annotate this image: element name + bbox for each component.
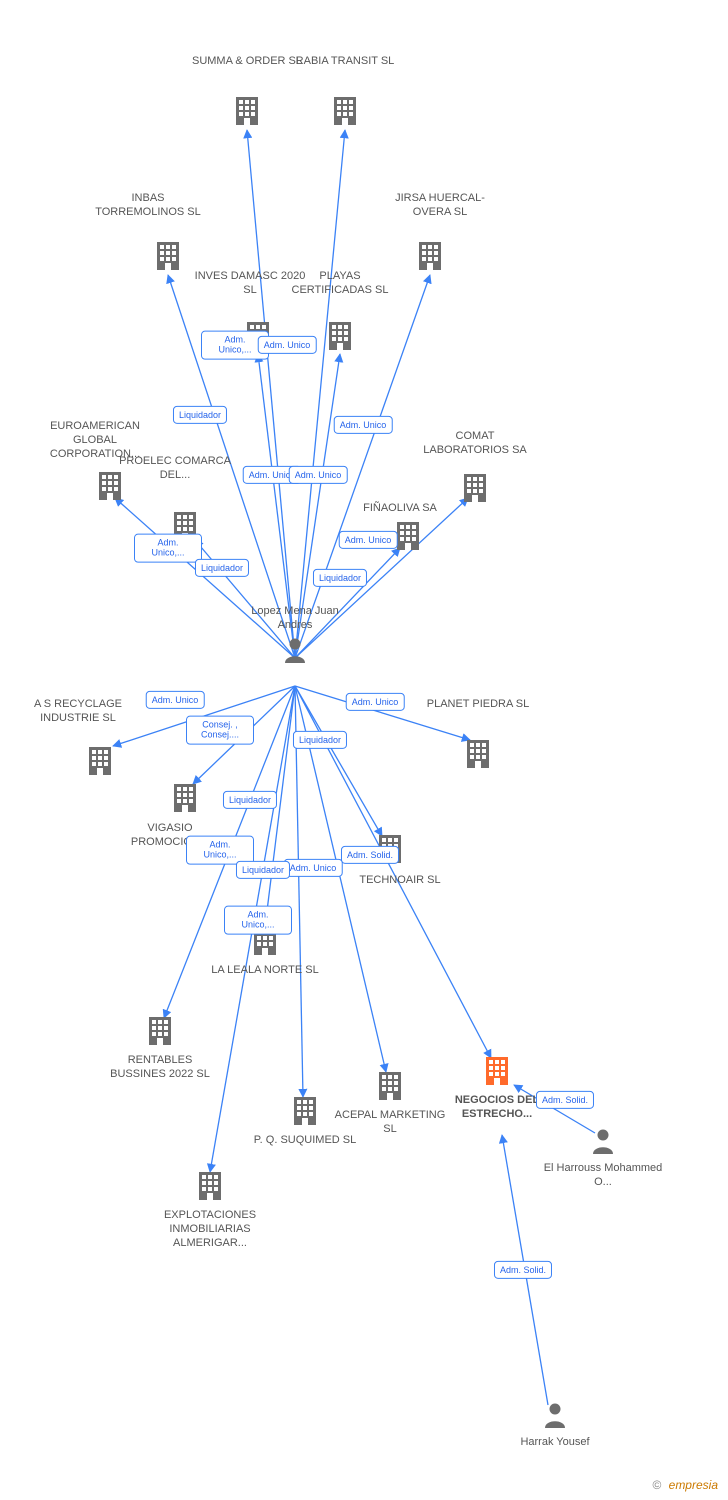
edge-line xyxy=(502,1135,548,1405)
node-label: PLAYAS CERTIFICADAS SL xyxy=(280,270,400,298)
node-label: El Harrouss Mohammed O... xyxy=(543,1162,663,1190)
building-icon[interactable] xyxy=(416,240,444,275)
building-icon[interactable] xyxy=(461,472,489,507)
company-node[interactable]: COMAT LABORATORIOS SA xyxy=(415,430,535,462)
edge-label: Consej. , Consej.... xyxy=(186,716,254,745)
edge-label: Liquidador xyxy=(195,559,249,577)
building-icon[interactable] xyxy=(171,782,199,817)
building-icon[interactable] xyxy=(244,320,272,355)
company-node[interactable]: El Harrouss Mohammed O... xyxy=(543,1158,663,1190)
edge-label: Adm. Unico xyxy=(284,859,343,877)
brand-name: empresia xyxy=(669,1478,718,1492)
building-icon[interactable] xyxy=(331,95,359,130)
company-node[interactable]: A S RECYCLAGE INDUSTRIE SL xyxy=(18,698,138,730)
company-node[interactable]: PLANET PIEDRA SL xyxy=(418,698,538,716)
building-icon[interactable] xyxy=(196,1170,224,1205)
company-node[interactable]: Harrak Yousef xyxy=(495,1432,615,1450)
edge-label: Liquidador xyxy=(223,791,277,809)
node-label: LA LEALA NORTE SL xyxy=(205,964,325,978)
edge-label: Adm. Unico xyxy=(334,416,393,434)
company-node[interactable]: VIGASIO PROMOCION... xyxy=(110,818,230,850)
edge-line xyxy=(193,686,295,784)
edge-line xyxy=(295,686,303,1097)
edge-label: Adm. Solid. xyxy=(494,1261,552,1279)
node-label: JIRSA HUERCAL-OVERA SL xyxy=(380,192,500,220)
company-node[interactable]: FIÑAOLIVA SA xyxy=(340,502,460,520)
building-icon[interactable] xyxy=(146,1015,174,1050)
node-label: COMAT LABORATORIOS SA xyxy=(415,430,535,458)
edge-line xyxy=(295,275,430,658)
edge-line xyxy=(113,686,295,746)
building-icon[interactable] xyxy=(251,925,279,960)
person-icon[interactable] xyxy=(591,1128,615,1159)
edge-label: Liquidador xyxy=(236,861,290,879)
building-icon[interactable] xyxy=(376,1070,404,1105)
building-icon[interactable] xyxy=(376,833,404,868)
edge-line xyxy=(295,130,345,658)
node-label: FIÑAOLIVA SA xyxy=(340,502,460,516)
center-person-node[interactable]: Lopez Mena Juan Andres xyxy=(235,605,355,668)
node-label: INBAS TORREMOLINOS SL xyxy=(88,192,208,220)
person-icon[interactable] xyxy=(543,1402,567,1433)
copyright-symbol: © xyxy=(652,1478,661,1492)
company-node[interactable]: LA LEALA NORTE SL xyxy=(205,960,325,978)
node-label: RABIA TRANSIT SL xyxy=(285,55,405,69)
node-label: EXPLOTACIONES INMOBILIARIAS ALMERIGAR... xyxy=(150,1209,270,1250)
company-node[interactable]: P. Q. SUQUIMED SL xyxy=(245,1130,365,1148)
node-label: PROELEC COMARCA DEL... xyxy=(115,455,235,483)
watermark: © empresia xyxy=(652,1478,718,1492)
node-label: VIGASIO PROMOCION... xyxy=(110,822,230,850)
company-node[interactable]: PROELEC COMARCA DEL... xyxy=(115,455,235,487)
edge-label: Adm. Unico xyxy=(243,466,302,484)
company-node[interactable]: RENTABLES BUSSINES 2022 SL xyxy=(100,1050,220,1082)
building-icon[interactable] xyxy=(171,510,199,545)
building-icon[interactable] xyxy=(233,95,261,130)
edge-line xyxy=(247,130,295,658)
company-node[interactable]: JIRSA HUERCAL-OVERA SL xyxy=(380,192,500,224)
building-icon[interactable] xyxy=(326,320,354,355)
building-icon[interactable] xyxy=(291,1095,319,1130)
node-label: P. Q. SUQUIMED SL xyxy=(245,1134,365,1148)
edge-line xyxy=(265,686,295,927)
edge-line xyxy=(295,686,382,836)
edge-label: Liquidador xyxy=(173,406,227,424)
edge-label: Liquidador xyxy=(313,569,367,587)
edge-label: Adm. Unico xyxy=(339,531,398,549)
person-icon xyxy=(235,637,355,668)
building-icon[interactable] xyxy=(394,520,422,555)
company-node[interactable]: INBAS TORREMOLINOS SL xyxy=(88,192,208,224)
node-label: A S RECYCLAGE INDUSTRIE SL xyxy=(18,698,138,726)
company-node[interactable]: NEGOCIOS DEL ESTRECHO... xyxy=(437,1090,557,1122)
building-icon[interactable] xyxy=(86,745,114,780)
edge-label: Adm. Unico xyxy=(346,693,405,711)
company-node[interactable]: TECHNOAIR SL xyxy=(340,870,460,888)
company-node[interactable]: RABIA TRANSIT SL xyxy=(285,55,405,73)
building-icon[interactable] xyxy=(464,738,492,773)
node-label: PLANET PIEDRA SL xyxy=(418,698,538,712)
building-icon[interactable] xyxy=(154,240,182,275)
company-node[interactable]: EXPLOTACIONES INMOBILIARIAS ALMERIGAR... xyxy=(150,1205,270,1250)
node-label: Harrak Yousef xyxy=(495,1436,615,1450)
node-label: Lopez Mena Juan Andres xyxy=(235,605,355,633)
building-icon[interactable] xyxy=(483,1055,511,1090)
node-label: RENTABLES BUSSINES 2022 SL xyxy=(100,1054,220,1082)
edge-label: Adm. Unico xyxy=(289,466,348,484)
edge-label: Liquidador xyxy=(293,731,347,749)
node-label: TECHNOAIR SL xyxy=(340,874,460,888)
edge-label: Adm. Unico xyxy=(146,691,205,709)
node-label: NEGOCIOS DEL ESTRECHO... xyxy=(437,1094,557,1122)
company-node[interactable]: PLAYAS CERTIFICADAS SL xyxy=(280,270,400,302)
